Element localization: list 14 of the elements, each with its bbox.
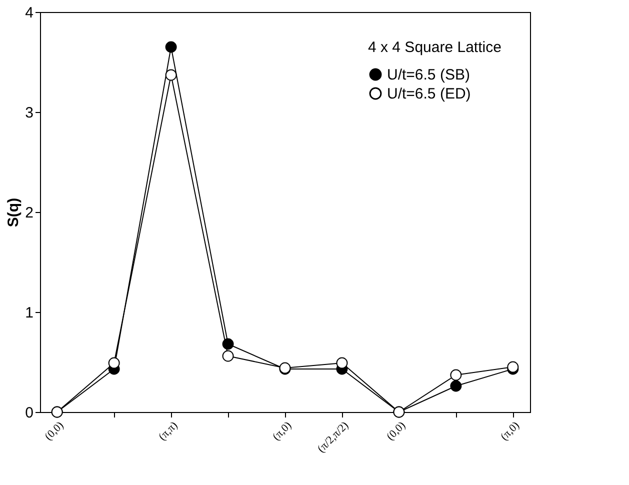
x-tick-label: (π,0): [498, 419, 522, 443]
y-tick-label: 3: [25, 104, 34, 122]
x-tick-label: (0,0): [42, 419, 66, 443]
legend-label: U/t=6.5 (ED): [387, 86, 471, 102]
y-tick-label: 2: [25, 204, 34, 222]
y-tick-label: 4: [25, 4, 34, 22]
x-tick-label: (π,0): [270, 419, 294, 443]
x-tick-label: (0,0): [384, 419, 408, 443]
legend-title: 4 x 4 Square Lattice: [368, 39, 502, 56]
x-tick-label: (π,π): [156, 419, 180, 443]
legend-label: U/t=6.5 (SB): [387, 66, 470, 84]
y-tick-label: 0: [25, 404, 34, 422]
y-axis-title: S(q): [5, 198, 22, 228]
y-tick-label: 1: [25, 304, 34, 322]
